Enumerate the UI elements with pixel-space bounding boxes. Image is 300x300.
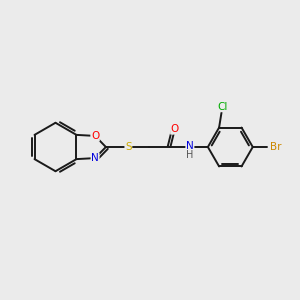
- Text: Cl: Cl: [217, 102, 227, 112]
- Text: H: H: [186, 149, 194, 160]
- Text: N: N: [186, 141, 194, 152]
- Text: Br: Br: [270, 142, 281, 152]
- Text: S: S: [125, 142, 132, 152]
- Text: N: N: [91, 153, 99, 163]
- Text: O: O: [91, 131, 99, 141]
- Text: O: O: [171, 124, 179, 134]
